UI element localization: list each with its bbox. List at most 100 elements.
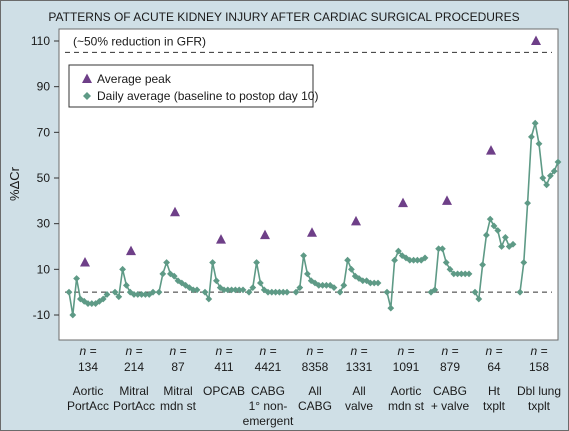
n-label: n =: [306, 344, 323, 358]
group-label: PortAcc: [67, 399, 109, 413]
legend-box: [68, 64, 314, 108]
n-value: 1091: [393, 360, 420, 374]
daily-average-point: [471, 288, 479, 296]
daily-average-point: [336, 288, 344, 296]
group-label: Aortic: [73, 384, 104, 398]
daily-average-point: [494, 227, 502, 234]
daily-average-point: [268, 288, 276, 296]
daily-average-point: [421, 254, 429, 262]
daily-average-point: [145, 291, 153, 298]
group-label: Mitral: [119, 384, 148, 398]
group-label: Mitral: [163, 384, 192, 398]
y-axis-label: %ΔCr: [7, 166, 22, 201]
daily-average-point: [431, 286, 439, 294]
daily-average-point: [359, 277, 367, 285]
daily-average-point: [88, 300, 96, 307]
daily-average-point: [142, 291, 149, 298]
daily-average-point: [126, 288, 134, 296]
daily-average-point: [490, 222, 498, 230]
daily-average-point: [383, 288, 391, 296]
daily-average-point: [547, 172, 554, 180]
group-label: All: [352, 384, 365, 398]
group-label: mdn st: [388, 399, 425, 413]
daily-average-point: [483, 231, 490, 239]
daily-average-point: [410, 256, 417, 264]
daily-average-point: [84, 300, 92, 307]
daily-average-point: [283, 288, 291, 296]
daily-average-point: [370, 279, 378, 287]
n-label: n =: [169, 344, 186, 358]
daily-average-point: [193, 286, 201, 294]
daily-average-point: [149, 288, 157, 296]
average-peak-marker: [398, 197, 408, 208]
daily-average-point: [178, 279, 186, 287]
daily-average-point: [119, 265, 126, 273]
y-tick-label: 50: [37, 171, 51, 185]
daily-average-point: [446, 265, 454, 273]
group-label: txplt: [483, 399, 506, 413]
y-tick-label: 110: [31, 34, 50, 48]
daily-average-point: [554, 158, 562, 166]
n-label: n =: [125, 344, 142, 358]
series-group: [245, 229, 291, 296]
daily-average-point: [111, 288, 119, 296]
daily-average-point: [367, 279, 374, 287]
daily-average-point: [130, 291, 138, 298]
daily-average-point: [115, 293, 123, 301]
n-label: n =: [215, 344, 232, 358]
daily-average-point: [209, 259, 216, 266]
daily-average-point: [65, 288, 73, 296]
average-peak-marker: [170, 206, 180, 217]
daily-average-point: [550, 167, 558, 175]
daily-average-point: [253, 259, 260, 266]
group-label: emergent: [243, 414, 294, 428]
daily-average-point: [498, 243, 505, 250]
daily-average-point: [272, 288, 279, 296]
daily-average-point: [330, 284, 338, 291]
daily-average-point: [509, 240, 517, 248]
y-tick-label: 90: [37, 80, 51, 94]
daily-average-point: [520, 259, 528, 266]
daily-average-point: [304, 270, 311, 278]
chart-title: PATTERNS OF ACUTE KIDNEY INJURY AFTER CA…: [48, 10, 519, 24]
daily-average-point: [355, 275, 363, 282]
daily-average-point: [220, 286, 228, 294]
group-label: CABG: [251, 384, 285, 398]
daily-average-point: [344, 256, 351, 264]
daily-average-point: [249, 284, 257, 291]
series-group: [471, 145, 517, 303]
n-value: 87: [171, 360, 185, 374]
daily-average-point: [189, 286, 197, 294]
series-group: [383, 197, 429, 312]
daily-average-point: [458, 270, 465, 278]
daily-average-point: [99, 295, 107, 303]
daily-average-point: [543, 181, 550, 189]
n-value: 214: [124, 360, 144, 374]
average-peak-marker: [307, 227, 317, 237]
n-value: 879: [440, 360, 460, 374]
n-value: 64: [487, 360, 501, 374]
daily-average-point: [69, 311, 77, 319]
daily-average-point: [528, 133, 535, 141]
legend-label-average-peak: Average peak: [97, 72, 172, 86]
n-value: 411: [214, 360, 233, 374]
n-label: n =: [441, 344, 458, 358]
group-label: PortAcc: [113, 399, 155, 413]
daily-average-point: [257, 279, 264, 287]
daily-average-point: [235, 286, 243, 294]
daily-average-point: [276, 288, 283, 296]
average-peak-marker: [442, 195, 452, 205]
legend-label-daily-average: Daily average (baseline to postop day 10…: [97, 89, 318, 103]
average-peak-marker: [351, 215, 361, 226]
daily-average-point: [387, 304, 395, 312]
average-peak-marker: [216, 234, 226, 244]
group-label: CABG: [298, 399, 332, 413]
daily-average-point: [402, 254, 410, 262]
daily-average-point: [502, 233, 509, 241]
daily-average-point: [475, 295, 483, 303]
daily-average-point: [174, 277, 182, 285]
daily-average-point: [228, 286, 235, 294]
daily-average-point: [279, 288, 287, 296]
